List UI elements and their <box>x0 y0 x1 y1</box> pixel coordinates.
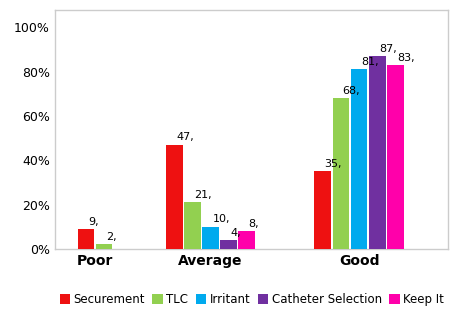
Text: 21,: 21, <box>194 190 212 200</box>
Text: 87,: 87, <box>379 44 397 54</box>
Text: 83,: 83, <box>397 53 415 63</box>
Bar <box>96 244 112 249</box>
Bar <box>351 70 367 249</box>
Bar <box>238 231 255 249</box>
Bar <box>184 202 201 249</box>
Text: 4,: 4, <box>231 228 241 238</box>
Text: 81,: 81, <box>361 57 378 67</box>
Legend: Securement, TLC, Irritant, Catheter Selection, Keep It: Securement, TLC, Irritant, Catheter Sele… <box>55 288 449 311</box>
Text: 10,: 10, <box>213 214 230 225</box>
Text: 9,: 9, <box>88 217 98 227</box>
Bar <box>314 171 331 249</box>
Text: 68,: 68, <box>343 86 360 96</box>
Bar <box>220 240 237 249</box>
Text: 35,: 35, <box>324 159 342 169</box>
Text: 47,: 47, <box>176 132 194 143</box>
Text: 2,: 2, <box>106 232 116 242</box>
Bar <box>387 65 404 249</box>
Bar <box>369 56 386 249</box>
Bar <box>202 227 219 249</box>
Bar <box>333 98 349 249</box>
Bar <box>78 229 94 249</box>
Text: 8,: 8, <box>249 219 259 229</box>
Bar <box>166 145 182 249</box>
